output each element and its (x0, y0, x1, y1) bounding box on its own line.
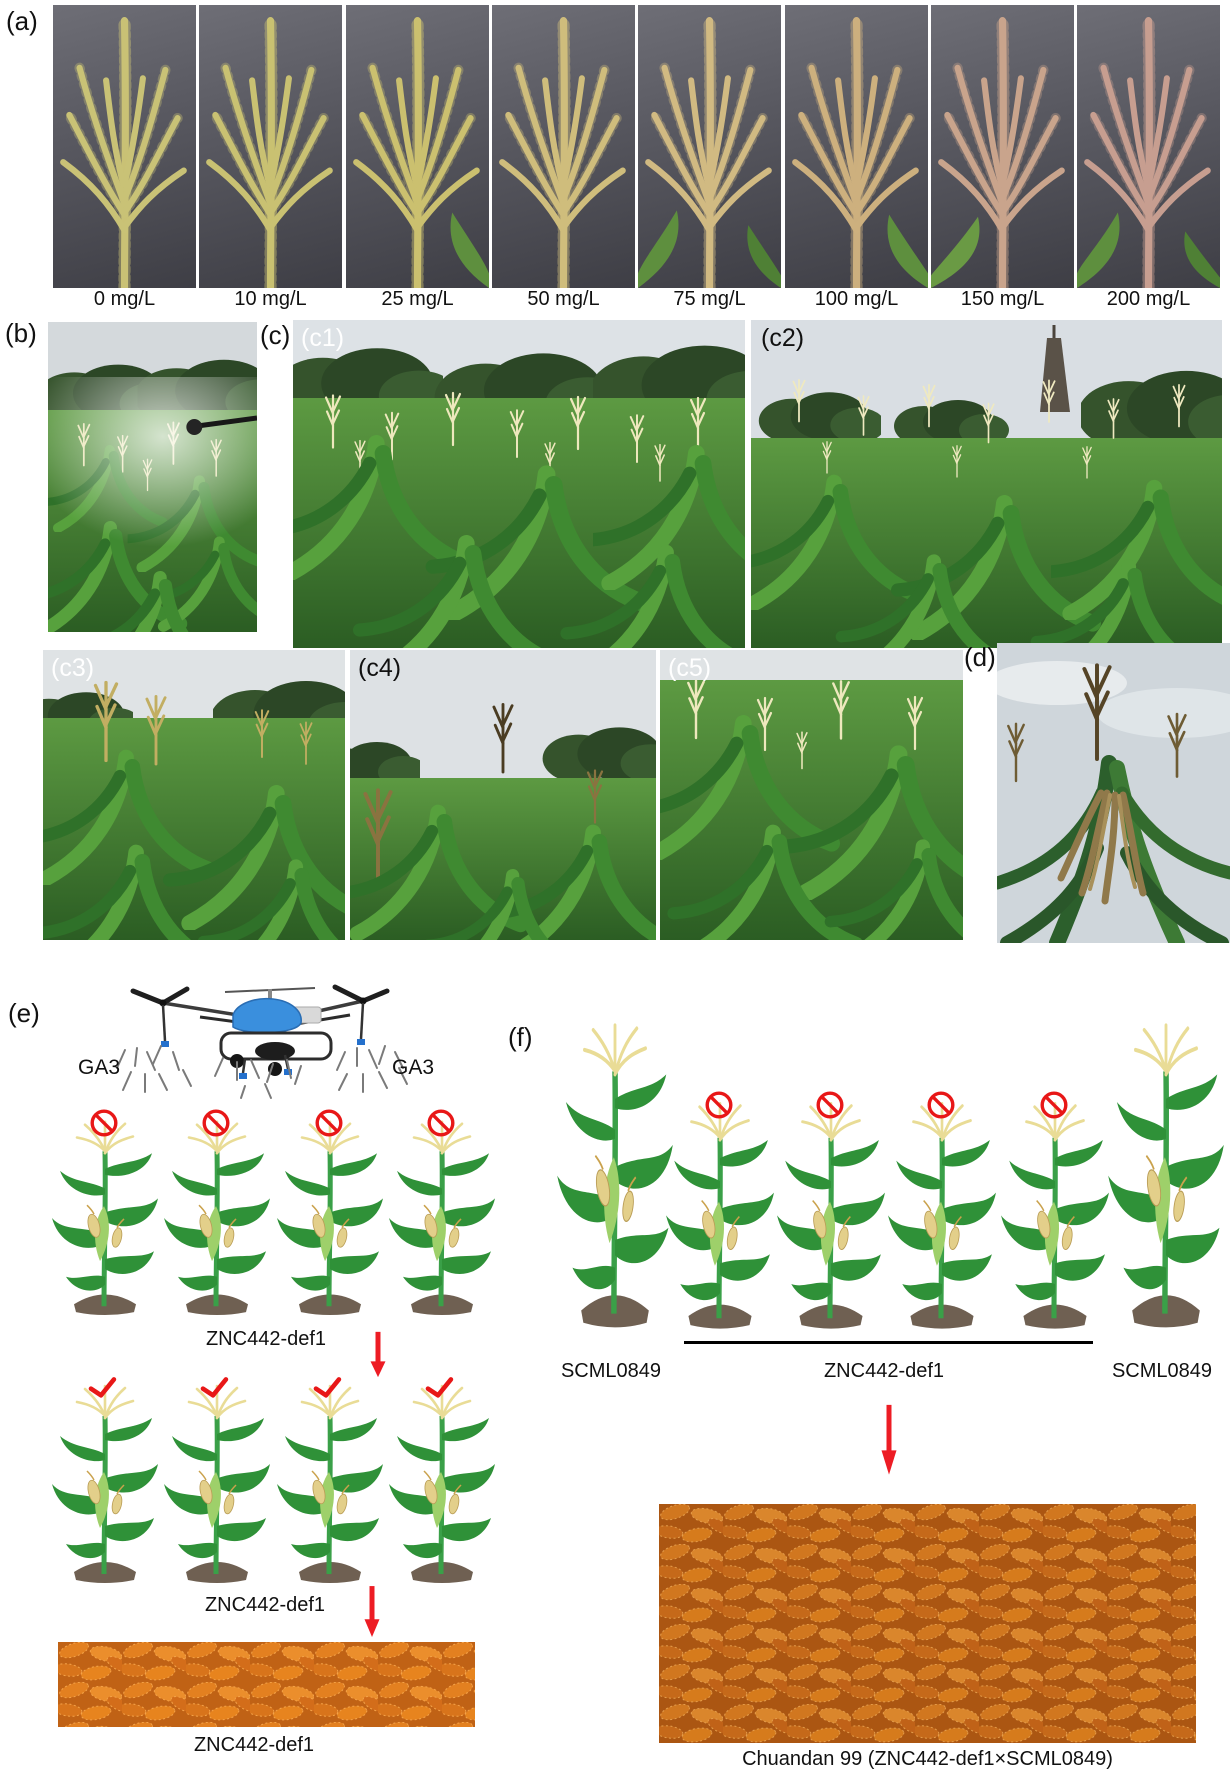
corn-plant-detasseled (162, 1112, 272, 1318)
spray-drone-icon (125, 983, 390, 1083)
row2-caption: ZNC442-def1 (204, 1594, 326, 1616)
prohibition-icon (89, 1108, 119, 1138)
prohibition-icon (201, 1108, 231, 1138)
treatment-label: 75 mg/L (673, 288, 746, 310)
photo-field-spraying (48, 322, 257, 632)
panel-a-label: (a) (6, 6, 38, 36)
prohibition-icon (926, 1090, 956, 1120)
photo-tassel-25mgL (346, 5, 489, 288)
corn-plant-detasseled (387, 1112, 497, 1318)
parent-label-middle: ZNC442-def1 (823, 1360, 945, 1382)
panel-c5-label: (c5) (668, 654, 712, 682)
photo-field-c4: (c4) (350, 650, 656, 940)
prohibition-icon (704, 1090, 734, 1120)
corn-plant-detasseled (275, 1112, 385, 1318)
panel-c3-label: (c3) (51, 654, 95, 682)
panel-c4-label: (c4) (358, 654, 402, 682)
row1-caption: ZNC442-def1 (205, 1328, 327, 1350)
corn-plant-male-parent (1106, 1010, 1226, 1332)
corn-plant-detasseled (886, 1092, 998, 1332)
corn-plant-checked (162, 1376, 272, 1586)
corn-plant-detasseled (664, 1092, 776, 1332)
ears-caption: ZNC442-def1 (193, 1734, 315, 1756)
photo-ears-znc442 (58, 1642, 475, 1727)
photo-tassel-75mgL (638, 5, 781, 288)
photo-tassel-0mgL (53, 5, 196, 288)
corn-plant-male-parent (555, 1010, 675, 1332)
spray-mist-icon (95, 1040, 430, 1102)
photo-tassel-200mgL (1077, 5, 1220, 288)
prohibition-icon (314, 1108, 344, 1138)
down-arrow-icon (879, 1402, 899, 1476)
photo-ears-chuandan99 (659, 1504, 1196, 1743)
photo-tassel-150mgL (931, 5, 1074, 288)
photo-tassel-10mgL (199, 5, 342, 288)
photo-field-c2: (c2) (751, 320, 1222, 648)
panel-c-label: (c) (260, 320, 291, 350)
photo-field-c1: (c1) (293, 320, 745, 648)
treatment-label: 50 mg/L (527, 288, 600, 310)
treatment-label: 200 mg/L (1106, 288, 1191, 310)
down-arrow-icon (362, 1584, 382, 1638)
panel-b-label: (b) (5, 318, 37, 348)
corn-plant-checked (50, 1376, 160, 1586)
corn-plant-checked (275, 1376, 385, 1586)
ga3-label-right: GA3 (392, 1056, 435, 1079)
red-check-icon (199, 1376, 231, 1400)
photo-field-d (997, 643, 1230, 943)
prohibition-icon (426, 1108, 456, 1138)
photo-field-c3: (c3) (43, 650, 345, 940)
prohibition-icon (815, 1090, 845, 1120)
panel-d-label: (d) (964, 642, 996, 672)
parent-label-left: SCML0849 (560, 1360, 662, 1382)
panel-c2-label: (c2) (761, 324, 805, 352)
photo-field-c5: (c5) (660, 650, 963, 940)
red-check-icon (312, 1376, 344, 1400)
down-arrow-icon (368, 1330, 388, 1378)
ga3-label-left: GA3 (78, 1056, 121, 1079)
hybrid-caption: Chuandan 99 (ZNC442-def1×SCML0849) (742, 1748, 1113, 1770)
corn-plant-detasseled (775, 1092, 887, 1332)
photo-tassel-100mgL (785, 5, 928, 288)
treatment-label: 100 mg/L (814, 288, 899, 310)
treatment-label: 150 mg/L (960, 288, 1045, 310)
panel-f-label: (f) (508, 1022, 533, 1052)
corn-plant-detasseled (999, 1092, 1111, 1332)
photo-tassel-50mgL (492, 5, 635, 288)
prohibition-icon (1039, 1090, 1069, 1120)
parent-label-right: SCML0849 (1111, 1360, 1213, 1382)
red-check-icon (87, 1376, 119, 1400)
treatment-label: 25 mg/L (381, 288, 454, 310)
red-check-icon (424, 1376, 456, 1400)
panel-e-label: (e) (8, 998, 40, 1028)
treatment-label: 10 mg/L (234, 288, 307, 310)
panel-c1-label: (c1) (301, 324, 345, 352)
female-group-underline (684, 1341, 1093, 1344)
corn-plant-checked (387, 1376, 497, 1586)
treatment-label: 0 mg/L (93, 288, 156, 310)
corn-plant-detasseled (50, 1112, 160, 1318)
